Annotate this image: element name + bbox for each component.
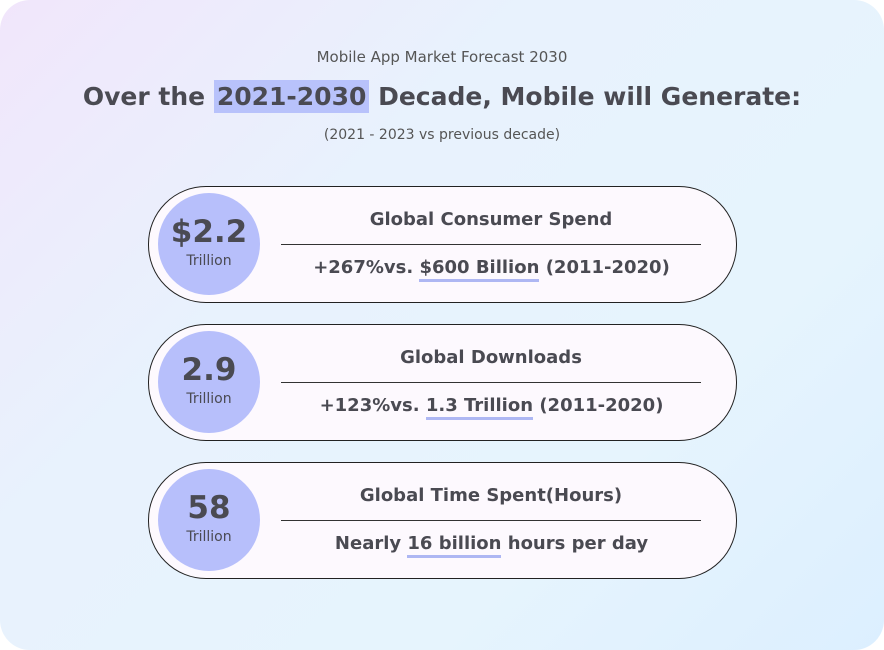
divider <box>281 382 701 383</box>
stat-unit: Trillion <box>186 253 232 269</box>
stat-unit: Trillion <box>186 529 232 545</box>
comparison-text: +123%vs. <box>319 395 420 416</box>
stat-circle: 58 Trillion <box>158 469 260 571</box>
comparison-underlined: 1.3 Trillion <box>425 395 534 420</box>
comparison: +267%vs. $600 Billion (2011-2020) <box>239 257 744 282</box>
comparison-underlined: 16 billion <box>407 533 502 558</box>
title-highlight: 2021-2030 <box>213 80 370 113</box>
comparison-text: hours per day <box>507 533 649 554</box>
divider <box>281 520 701 521</box>
title-text: Decade, Mobile will Generate: <box>378 82 802 111</box>
note: (2021 - 2023 vs previous decade) <box>323 127 561 143</box>
title: Over the 2021-2030 Decade, Mobile will G… <box>0 80 884 113</box>
stat-label: Global Consumer Spend <box>369 209 613 230</box>
comparison-underlined: $600 Billion <box>419 257 540 282</box>
stat-label: Global Time Spent(Hours) <box>359 485 623 506</box>
stat-unit: Trillion <box>186 391 232 407</box>
stat-value: $2.2 <box>170 214 248 250</box>
stat-card: 2.9 Trillion Global Downloads +123%vs. 1.3 … <box>148 324 737 441</box>
stat-value: 58 <box>187 490 231 526</box>
stat-circle: $2.2 Trillion <box>158 193 260 295</box>
comparison-text: (2011-2020) <box>539 395 664 416</box>
divider <box>281 244 701 245</box>
subtitle: Mobile App Market Forecast 2030 <box>316 48 568 66</box>
stat-card: $2.2 Trillion Global Consumer Spend +267%vs… <box>148 186 737 303</box>
comparison-text: +267%vs. <box>313 257 414 278</box>
stat-value: 2.9 <box>181 352 237 388</box>
comparison-text: Nearly <box>334 533 402 554</box>
stat-circle: 2.9 Trillion <box>158 331 260 433</box>
title-text: Over the <box>82 82 206 111</box>
stat-label: Global Downloads <box>400 347 582 368</box>
comparison: Nearly 16 billion hours per day <box>239 533 744 558</box>
stat-card: 58 Trillion Global Time Spent(Hours) Nearly… <box>148 462 737 579</box>
comparison: +123%vs. 1.3 Trillion (2011-2020) <box>239 395 744 420</box>
comparison-text: (2011-2020) <box>545 257 670 278</box>
